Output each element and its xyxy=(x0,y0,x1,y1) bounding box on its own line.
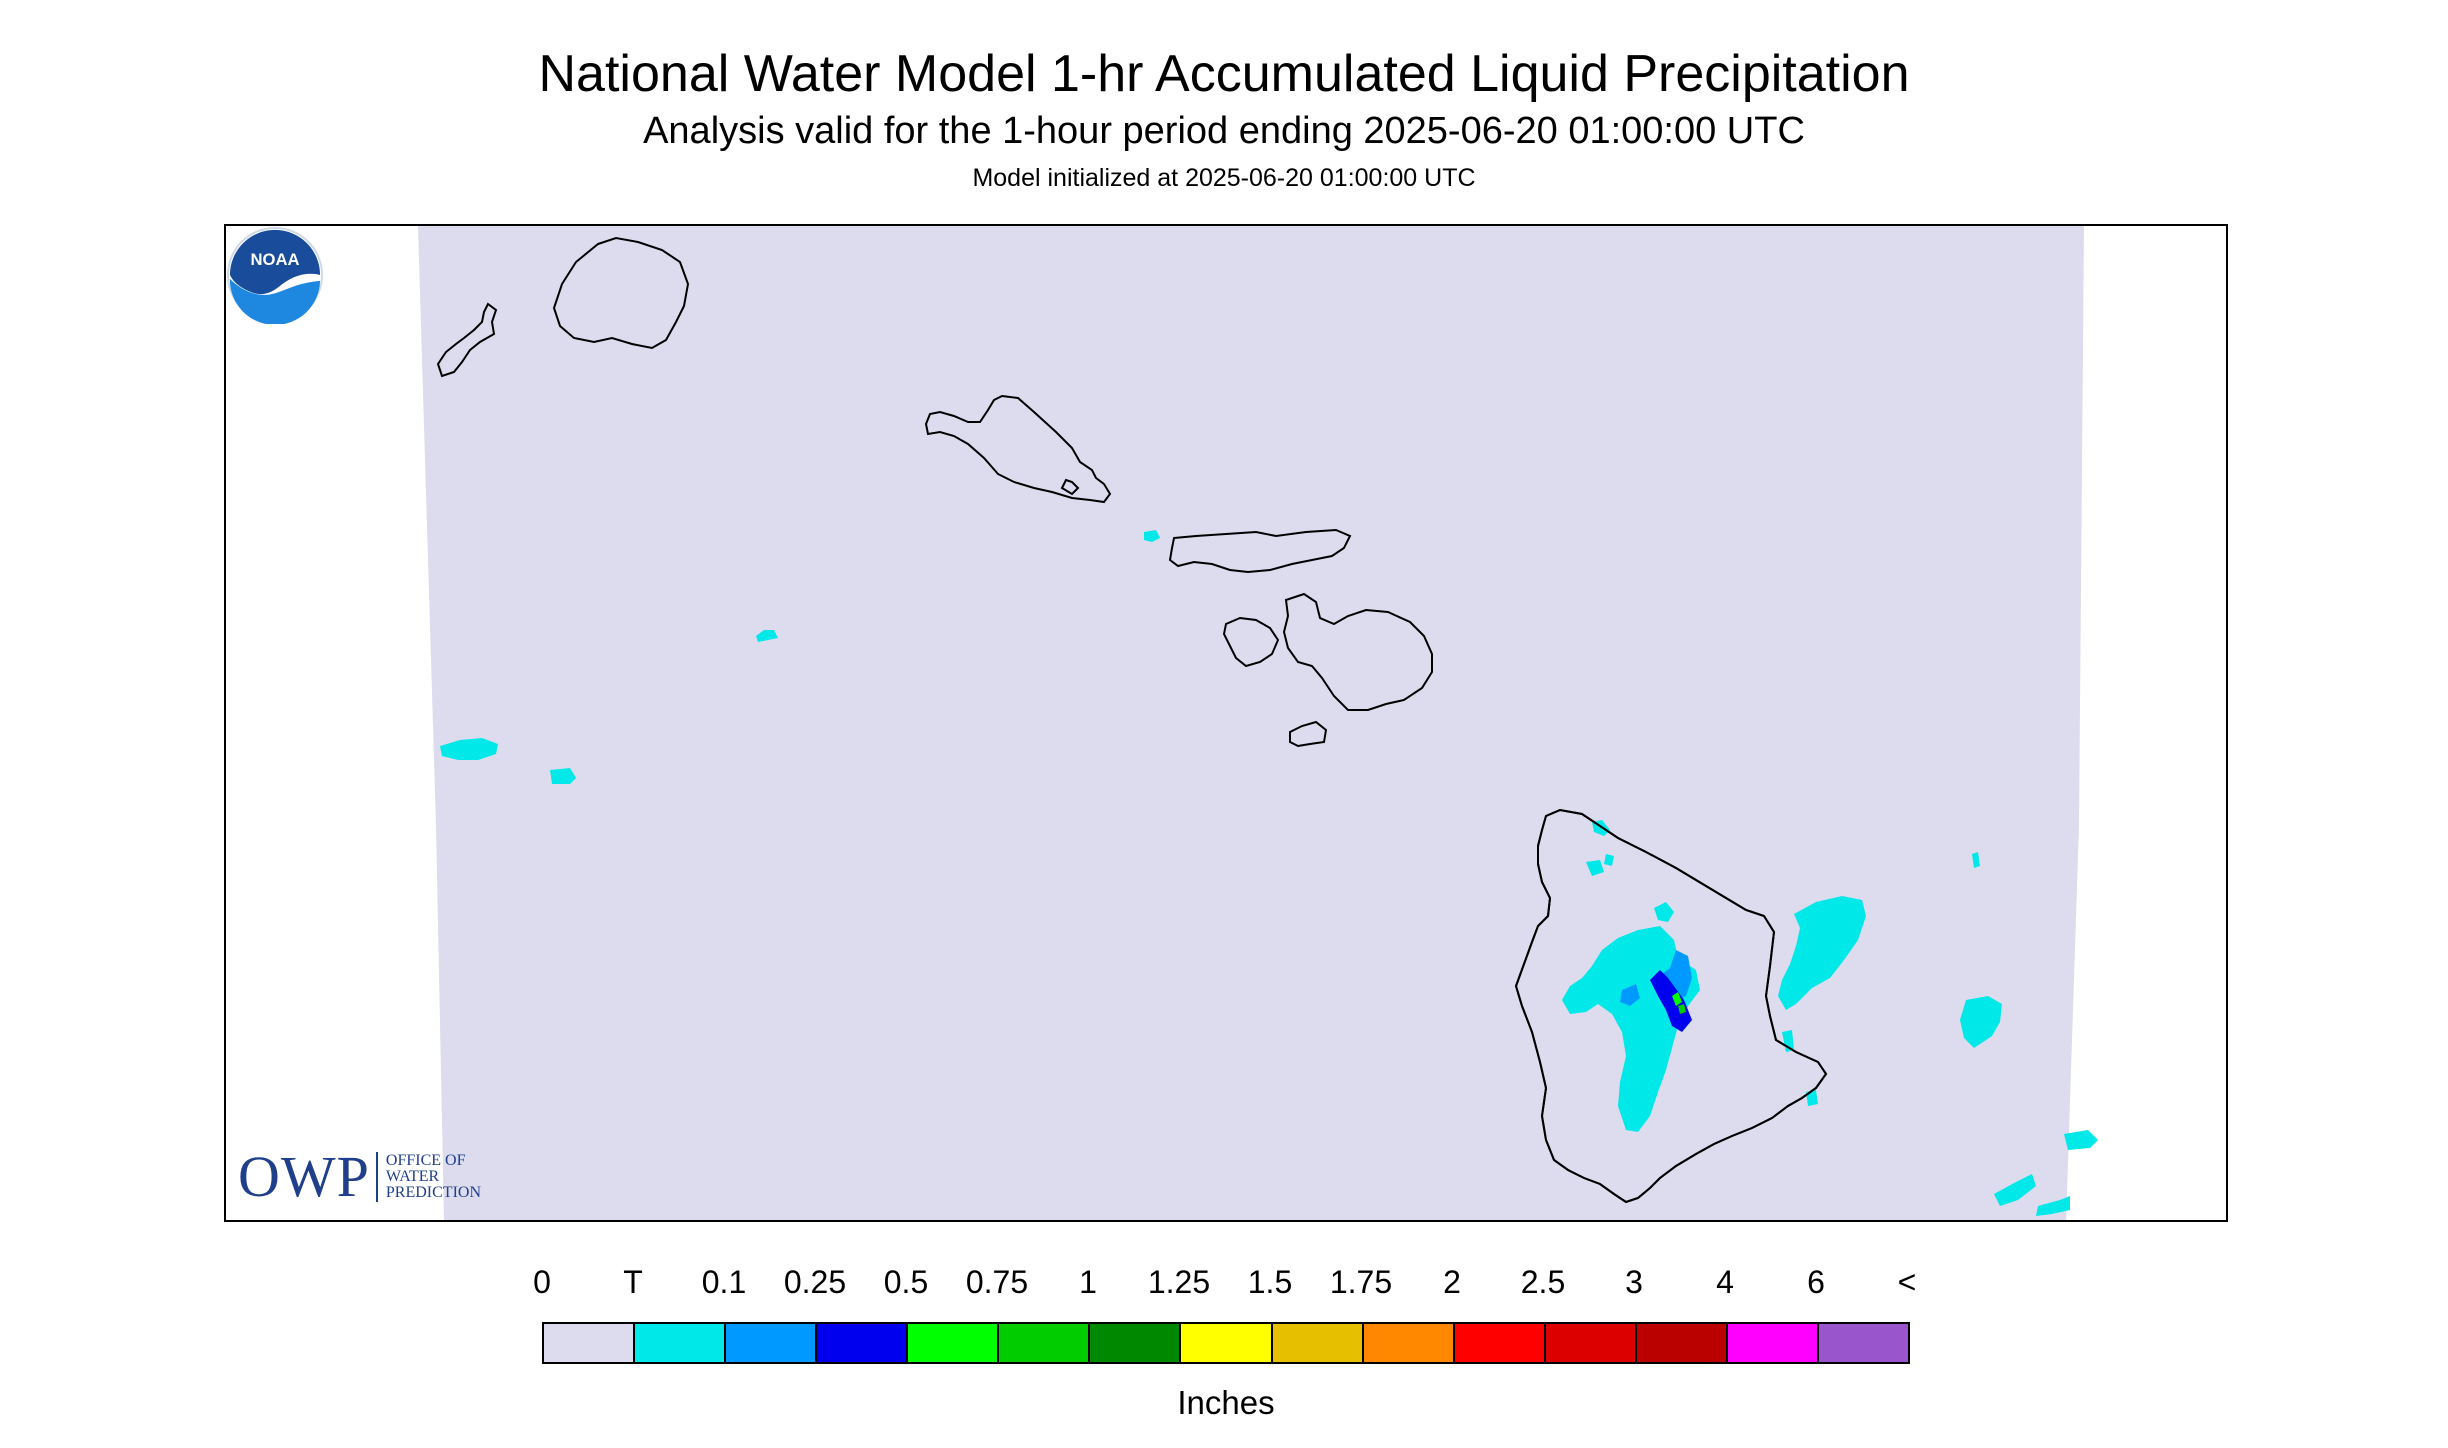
precip-cell-kohala-3 xyxy=(1586,860,1604,876)
legend-tick-label: 1.25 xyxy=(1147,1264,1211,1300)
legend-tick-label: 0.75 xyxy=(965,1264,1029,1300)
island-kahoolawe xyxy=(1289,720,1328,748)
legend-tick-label: 1 xyxy=(1079,1264,1097,1300)
precip-cell-west-oahu xyxy=(756,630,778,642)
legend-tick-label: 2.5 xyxy=(1520,1264,1566,1300)
map-subtitle: Analysis valid for the 1-hour period end… xyxy=(643,110,1805,152)
owp-logo-line: OFFICE OF xyxy=(385,1151,466,1169)
color-legend: 0 T 0.1 0.25 0.5 0.75 1 1.25 1.5 1.75 2 … xyxy=(533,1264,1916,1421)
legend-color-bar xyxy=(542,1322,1910,1364)
island-oahu xyxy=(924,394,1112,504)
pearl-harbor xyxy=(1060,478,1080,496)
legend-swatch xyxy=(908,1324,1000,1362)
island-molokai xyxy=(1168,528,1352,574)
owp-logo-line: PREDICTION xyxy=(385,1183,481,1201)
owp-logo-divider xyxy=(375,1151,378,1202)
owp-logo-line: WATER xyxy=(385,1167,440,1185)
model-init-line: Model initialized at 2025-06-20 01:00:00… xyxy=(972,164,1476,192)
precip-cell-hilo xyxy=(1778,896,1866,1010)
owp-logo: OWP OFFICE OF WATER PREDICTION xyxy=(238,1143,481,1210)
precip-cell-kona-peak xyxy=(1672,992,1682,1006)
precip-trace xyxy=(440,530,2098,1216)
legend-tick-label: 0.5 xyxy=(883,1264,929,1300)
legend-tick-label: < xyxy=(1897,1264,1917,1300)
precip-cell-mauna-2 xyxy=(1806,1090,1818,1106)
legend-tick-label: 3 xyxy=(1625,1264,1643,1300)
legend-swatch xyxy=(726,1324,818,1362)
legend-swatch xyxy=(544,1324,636,1362)
precip-cell-kona-tenth-2 xyxy=(1620,984,1640,1006)
precip-cell-west-1 xyxy=(440,738,498,760)
legend-swatch xyxy=(1636,1324,1728,1362)
legend-tick-label: 0 xyxy=(533,1264,551,1300)
precip-cell-kona-north xyxy=(1654,902,1674,922)
precip-cell-north-ridge xyxy=(1972,852,1980,868)
precipitation-map: OWP OFFICE OF WATER PREDICTION NOAA xyxy=(224,224,2228,1222)
precip-cell-kona-peak-2 xyxy=(1678,1004,1686,1014)
precip-half xyxy=(1672,992,1686,1014)
island-kauai xyxy=(552,236,690,350)
legend-swatch xyxy=(817,1324,909,1362)
precip-cell-kohala-2 xyxy=(1604,854,1614,866)
legend-swatch xyxy=(1272,1324,1364,1362)
legend-swatch xyxy=(1090,1324,1182,1362)
legend-tick-label: 4 xyxy=(1716,1264,1734,1300)
legend-tick-label: T xyxy=(623,1264,643,1300)
island-lanai xyxy=(1222,616,1280,668)
legend-swatch xyxy=(1727,1324,1819,1362)
precip-cell-southeast-2 xyxy=(1994,1174,2036,1206)
model-domain xyxy=(418,226,2084,1220)
precip-cell-puna xyxy=(1960,996,2002,1048)
legend-units: Inches xyxy=(1177,1384,1275,1421)
owp-logo-text: OFFICE OF WATER PREDICTION xyxy=(385,1151,481,1201)
legend-swatch xyxy=(1818,1324,1908,1362)
legend-tick-label: 1.5 xyxy=(1247,1264,1293,1300)
map-title: National Water Model 1-hr Accumulated Li… xyxy=(538,45,1910,103)
legend-tick-label: 0.1 xyxy=(701,1264,747,1300)
owp-logo-mark: OWP xyxy=(238,1144,370,1209)
legend-tick-label: 0.25 xyxy=(783,1264,847,1300)
island-hawaii-outline xyxy=(1514,808,1828,1204)
precip-cell-southeast-3 xyxy=(2036,1196,2070,1216)
noaa-logo-text: NOAA xyxy=(250,250,299,269)
legend-swatch xyxy=(635,1324,727,1362)
precip-cell-west-2 xyxy=(550,768,576,784)
precip-cell-southeast-1 xyxy=(2064,1130,2098,1150)
precip-quarter xyxy=(1650,970,1692,1032)
island-niihau xyxy=(436,302,498,378)
legend-tick-label: 6 xyxy=(1807,1264,1825,1300)
legend-swatch xyxy=(1545,1324,1637,1362)
legend-swatch xyxy=(1454,1324,1546,1362)
island-maui xyxy=(1282,592,1433,711)
legend-swatch xyxy=(1363,1324,1455,1362)
legend-swatch xyxy=(1181,1324,1273,1362)
noaa-logo: NOAA xyxy=(226,226,324,324)
precip-cell-kauai-coast xyxy=(1144,530,1160,542)
legend-swatch xyxy=(999,1324,1091,1362)
legend-tick-label: 2 xyxy=(1443,1264,1461,1300)
legend-tick-label: 1.75 xyxy=(1329,1264,1393,1300)
precip-cell-kona-core xyxy=(1650,970,1692,1032)
